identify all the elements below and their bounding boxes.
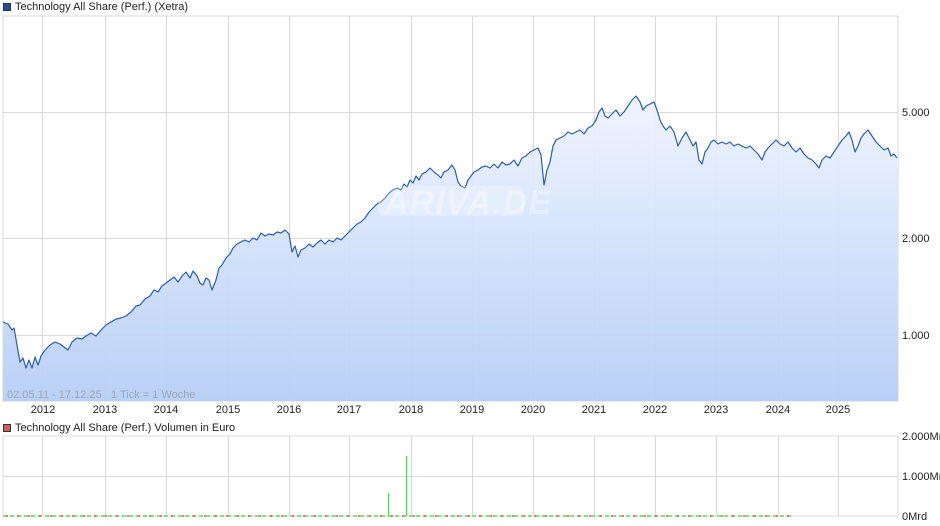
x-tick-2015: 2015 <box>216 404 240 416</box>
x-tick-2020: 2020 <box>521 404 545 416</box>
tick-info: 1 Tick = 1 Woche <box>111 389 195 401</box>
x-tick-2019: 2019 <box>460 404 484 416</box>
x-tick-2014: 2014 <box>154 404 178 416</box>
x-tick-2012: 2012 <box>31 404 55 416</box>
y-tick-1000: 1.000 <box>902 330 930 342</box>
x-tick-2021: 2021 <box>582 404 606 416</box>
vol-tick-1000: 1.000Mrd <box>902 471 940 483</box>
price-area <box>3 96 898 401</box>
volume-y-axis: 2.000Mrd 1.000Mrd 0Mrd <box>902 431 940 523</box>
x-tick-2023: 2023 <box>704 404 728 416</box>
legend-volume: Technology All Share (Perf.) Volumen in … <box>3 421 235 435</box>
x-axis: 2012 2013 2014 2015 2016 2017 2018 2019 … <box>31 404 850 416</box>
y-tick-2000: 2.000 <box>902 233 930 245</box>
x-tick-2018: 2018 <box>399 404 423 416</box>
x-tick-2025: 2025 <box>826 404 850 416</box>
date-range: 02.05.11 - 17.12.25 <box>7 389 102 401</box>
y-tick-5000: 5.000 <box>902 107 930 119</box>
legend-marker-volume <box>3 424 11 432</box>
volume-grid <box>3 436 898 516</box>
x-tick-2016: 2016 <box>277 404 301 416</box>
watermark: ARIVA.DE <box>378 184 552 222</box>
price-line <box>2 95 898 369</box>
x-tick-2013: 2013 <box>93 404 117 416</box>
price-y-axis: 5.000 2.000 1.000 <box>902 107 930 342</box>
legend-main: Technology All Share (Perf.) (Xetra) <box>3 0 188 14</box>
watermark-text: ARIVA.DE <box>383 184 552 222</box>
x-tick-2017: 2017 <box>337 404 361 416</box>
legend-main-label: Technology All Share (Perf.) (Xetra) <box>15 1 189 13</box>
x-tick-2022: 2022 <box>643 404 667 416</box>
x-tick-2024: 2024 <box>766 404 790 416</box>
legend-volume-label: Technology All Share (Perf.) Volumen in … <box>15 422 236 434</box>
volume-plot <box>2 435 899 517</box>
price-plot: ARIVA.DE 02.05.11 - 17.12.25 1 Tick = 1 … <box>2 15 899 402</box>
vol-tick-0: 0Mrd <box>902 511 927 523</box>
vol-tick-2000: 2.000Mrd <box>902 431 940 443</box>
legend-marker-main <box>3 3 11 11</box>
